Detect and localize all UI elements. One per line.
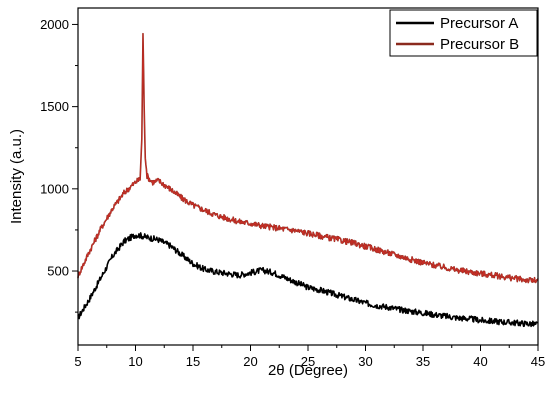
series-layer: [77, 32, 539, 328]
x-tick-label: 5: [74, 354, 81, 369]
x-tick-label: 20: [243, 354, 257, 369]
legend-label-precursor-b: Precursor B: [440, 36, 519, 53]
x-tick-label: 10: [128, 354, 142, 369]
series-highlight-precursor-b: [77, 33, 539, 284]
legend: Precursor A Precursor B: [389, 9, 538, 57]
y-axis-title: Intensity (a.u.): [8, 129, 25, 224]
x-axis-ticks: 5 10 15 20 25 30 35 40 45: [74, 345, 545, 369]
x-tick-label: 25: [301, 354, 315, 369]
y-tick-label: 1500: [40, 99, 69, 114]
y-tick-label: 2000: [40, 17, 69, 32]
x-tick-label: 45: [531, 354, 545, 369]
x-tick-label: 40: [473, 354, 487, 369]
y-tick-label: 1000: [40, 181, 69, 196]
x-tick-label: 15: [186, 354, 200, 369]
x-tick-label: 35: [416, 354, 430, 369]
x-axis-title: 2θ (Degree): [268, 362, 348, 379]
series-line-precursor-b: [77, 32, 539, 284]
series-line-precursor-a: [77, 232, 539, 328]
y-axis-ticks: 500 1000 1500 2000: [40, 17, 78, 313]
legend-label-precursor-a: Precursor A: [440, 15, 518, 32]
legend-box: [389, 9, 538, 57]
x-tick-label: 30: [358, 354, 372, 369]
y-tick-label: 500: [47, 264, 69, 279]
